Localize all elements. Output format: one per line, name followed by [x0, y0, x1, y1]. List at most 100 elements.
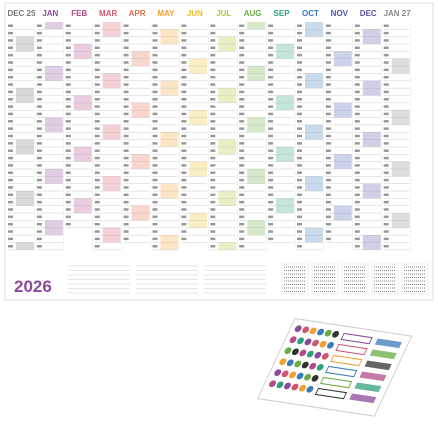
weekend-cell [131, 58, 150, 67]
sticker-dot [317, 328, 325, 336]
day-number [123, 112, 129, 116]
day-number [94, 200, 100, 204]
stickers [269, 325, 402, 404]
weekend-cell [391, 169, 410, 177]
day-number [94, 31, 100, 35]
day-number [8, 53, 13, 57]
weekend-cell [218, 146, 237, 155]
weekend-cell [276, 102, 294, 111]
weekend-cell [44, 117, 63, 125]
day-number [152, 31, 158, 35]
day-number [210, 156, 216, 160]
day-number [152, 208, 158, 211]
day-number [354, 164, 360, 167]
day-number [325, 112, 331, 116]
day-number [65, 31, 71, 35]
weekend-cell [16, 191, 34, 199]
day-number [297, 222, 302, 226]
weekend-cell [362, 36, 381, 45]
day-number [354, 142, 360, 145]
weekend-cell [276, 205, 294, 214]
sticker-dot [319, 340, 327, 348]
day-number [354, 215, 360, 219]
day-number [297, 186, 302, 189]
day-number [297, 230, 302, 233]
day-number [181, 24, 187, 27]
day-number [325, 178, 331, 182]
day-number [383, 193, 389, 197]
day-number [36, 222, 42, 226]
day-number [297, 61, 302, 64]
day-number [65, 215, 71, 219]
day-number [383, 149, 389, 152]
day-number [123, 164, 129, 167]
weekend-cell [247, 22, 266, 30]
sticker-dot [304, 338, 312, 346]
day-number [181, 156, 187, 160]
month-header: DEC 25 [7, 9, 36, 18]
weekend-cell [73, 51, 92, 59]
sticker-tab [374, 338, 402, 349]
day-number [65, 105, 71, 108]
day-number [268, 222, 274, 226]
day-number [239, 186, 245, 189]
weekend-cell [333, 213, 352, 221]
sticker-dot [316, 363, 324, 371]
day-number [65, 90, 71, 94]
day-number [325, 186, 331, 189]
day-number [268, 24, 274, 27]
sticker-dot [296, 372, 304, 380]
sticker-dot [314, 351, 322, 359]
sticker-dot [312, 339, 319, 347]
sticker-dot [297, 337, 304, 345]
sticker-tab [359, 371, 387, 382]
day-number [36, 75, 42, 79]
weekend-cell [44, 73, 63, 81]
day-number [239, 142, 245, 145]
sticker-dot [321, 352, 329, 360]
day-number [354, 208, 360, 211]
sticker-dot [289, 336, 297, 344]
day-number [297, 164, 302, 167]
day-number [268, 31, 274, 35]
weekend-cell [102, 183, 121, 192]
day-number [383, 68, 389, 72]
day-number [354, 98, 360, 101]
day-number [94, 215, 100, 219]
day-number [297, 171, 302, 174]
day-number [383, 237, 389, 241]
sticker-dot [309, 327, 317, 335]
weekend-cell [102, 73, 121, 81]
calendar-grid: DEC 25 JAN FEB MAR APR MAY JUN JUL AUG SEP OCT NOV D… [7, 9, 411, 251]
month-header: FEB [71, 9, 87, 18]
day-number [268, 186, 274, 189]
sticker-dot [299, 384, 306, 392]
day-number [152, 53, 158, 57]
weekend-cell [160, 139, 179, 147]
day-number [325, 83, 331, 86]
day-number [65, 142, 71, 145]
day-number [8, 215, 13, 219]
weekend-cell [160, 88, 179, 96]
day-number [94, 46, 100, 50]
day-number [36, 105, 42, 108]
sticker-label [325, 365, 358, 378]
weekend-cell [160, 29, 179, 37]
day-number [123, 215, 129, 219]
weekend-cell [189, 213, 208, 221]
mini-calendar [371, 263, 399, 295]
day-number [325, 208, 331, 211]
day-number [268, 98, 274, 101]
day-number [354, 245, 360, 248]
day-number [325, 200, 331, 204]
day-number [94, 164, 100, 167]
day-number [210, 178, 216, 182]
day-number [354, 31, 360, 35]
day-number [268, 127, 274, 130]
mini-calendar [341, 263, 369, 295]
day-number [239, 134, 245, 138]
day-number [65, 171, 71, 174]
day-number [239, 215, 245, 219]
day-number [152, 120, 158, 123]
day-number [36, 230, 42, 233]
